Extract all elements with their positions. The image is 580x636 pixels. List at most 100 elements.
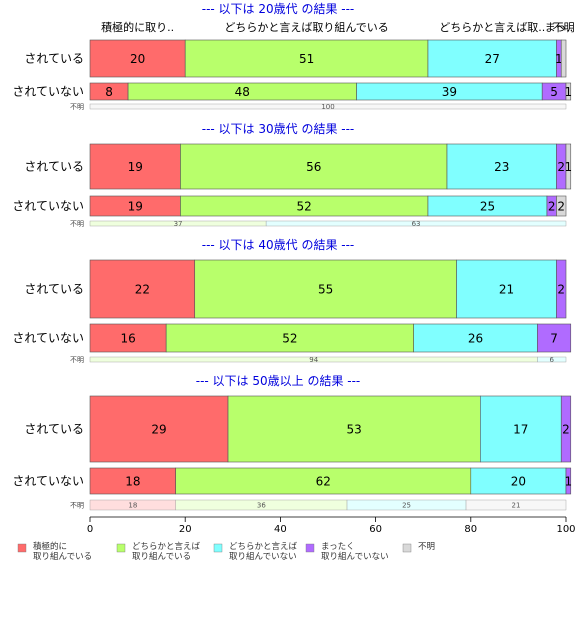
row-label-0-0: されている [24,52,84,66]
data-label-1-1-c2: 52 [297,200,312,214]
x-tick-label-1: 20 [179,524,192,535]
legend-text-c3-1: 取り組んでいない [229,551,297,562]
data-label-0-1-c4: 5 [550,85,558,99]
bar-segment-0-0-c3 [427,39,557,78]
x-tick-label-2: 40 [274,524,287,535]
data-label-0-1-c2: 48 [235,85,250,99]
row-label-0-1: されていない [12,85,84,99]
data-label-3-1-c2: 62 [316,475,331,489]
data-label-1-0-c5: 1 [565,160,573,174]
data-label-0-1-c3: 39 [442,85,457,99]
bar-segment-2-1-c4 [537,323,572,353]
bar-segment-2-1-c1 [89,323,167,353]
x-tick-label-0: 0 [87,524,93,535]
bar-segment-2-2-c3 [537,356,567,363]
header-label-c1: 積極的に取り.. [101,20,174,34]
data-label-2-1-c1: 16 [120,332,135,346]
data-label-3-2-c5: 21 [512,502,521,510]
data-label-1-1-c3: 25 [480,200,495,214]
data-label-3-0-c2: 53 [347,423,362,437]
bar-segment-1-2-c3 [265,220,567,227]
bar-segment-3-1-c1 [89,467,176,495]
legend-swatch-c3 [213,543,223,553]
row-label-3-1: されていない [12,474,84,488]
row-label-3-0: されている [24,422,84,436]
legend-text-c5-0: 不明 [418,542,435,552]
data-label-1-0-c4: 2 [557,160,565,174]
bar-segment-2-0-c1 [89,259,196,319]
data-label-3-0-c3: 17 [513,423,528,437]
data-label-2-0-c4: 2 [557,283,565,297]
data-label-0-1-c5: 1 [565,85,573,99]
data-label-0-0-c4: 1 [555,52,563,66]
header-label-c4: まっ.. [545,21,574,34]
bar-segment-2-0-c4 [556,259,567,319]
bar-segment-3-0-c4 [560,395,572,463]
legend-text-c3-0: どちらかと言えば [229,541,298,552]
legend-text-c1-0: 積極的に [33,541,67,552]
bar-segment-1-0-c1 [89,143,181,190]
legend-text-c2-0: どちらかと言えば [132,541,201,552]
bar-segment-1-0-c2 [180,143,448,190]
header-label-c3: どちらかと言えば取.. [439,21,545,34]
header-label-c2: どちらかと言えば取り組んでいる [224,21,388,34]
legend-swatch-c5 [402,543,412,553]
legend-text-c2-1: 取り組んでいる [132,551,191,562]
bar-segment-0-0-c5 [560,39,567,78]
bar-segment-3-1-c2 [175,467,472,495]
data-label-3-2-c1: 18 [128,502,137,510]
row-label-0-2: 不明 [70,103,84,111]
data-label-3-1-c3: 20 [511,475,526,489]
row-label-1-1: されていない [12,199,84,213]
data-label-2-0-c1: 22 [135,283,150,297]
bar-segment-1-1-c5 [556,195,567,217]
data-label-2-2-c3: 6 [549,356,554,364]
bar-segment-3-1-c3 [470,467,567,495]
data-label-0-0-c3: 27 [485,52,500,66]
header-label-c5: 不明 [553,21,575,34]
data-label-2-0-c3: 21 [499,283,514,297]
x-tick-label-3: 60 [369,524,382,535]
bar-segment-2-1-c3 [413,323,538,353]
x-tick-label-5: 100 [556,524,575,535]
data-label-2-1-c3: 26 [468,332,483,346]
row-label-2-0: されている [24,282,84,296]
data-label-0-1-c1: 8 [105,85,113,99]
bar-segment-3-2-c5 [465,499,567,511]
bar-segment-0-0-c2 [184,39,429,78]
legend-swatch-c1 [17,543,27,553]
bar-segment-0-1-c5 [565,82,572,101]
x-tick-label-4: 80 [464,524,477,535]
data-label-3-2-c3: 25 [402,502,411,510]
data-label-0-0-c2: 51 [299,52,314,66]
data-label-0-0-c1: 20 [130,52,145,66]
row-label-2-1: されていない [12,331,84,345]
bar-segment-0-0-c1 [89,39,186,78]
data-label-3-0-c1: 29 [151,423,166,437]
legend-text-c4-0: まったく [321,542,355,552]
data-label-2-0-c2: 55 [318,283,333,297]
data-label-3-0-c4: 2 [562,423,570,437]
data-label-2-1-c2: 52 [282,332,297,346]
bar-segment-1-0-c5 [565,143,572,190]
row-label-2-2: 不明 [70,356,84,364]
data-label-1-0-c3: 23 [494,160,509,174]
legend-text-c4-1: 取り組んでいない [321,551,389,562]
data-label-3-1-c4: 1 [565,475,573,489]
panel-title-1: --- 以下は 30歳代 の結果 --- [202,122,355,136]
row-label-3-2: 不明 [70,502,84,510]
bar-segment-2-0-c2 [194,259,457,319]
legend-swatch-c4 [305,543,315,553]
legend-text-c1-1: 取り組んでいる [33,551,92,562]
data-label-3-2-c2: 36 [257,502,266,510]
panel-title-3: --- 以下は 50歳以上 の結果 --- [196,374,361,388]
data-label-1-2-c3: 63 [412,220,421,228]
bar-segment-0-2-c5 [89,103,567,110]
bar-segment-3-1-c4 [565,467,572,495]
bar-segment-2-1-c2 [165,323,414,353]
bar-segment-2-0-c3 [456,259,557,319]
data-label-2-2-c2: 94 [309,356,318,364]
data-label-1-1-c1: 19 [128,200,143,214]
panel-title-0: --- 以下は 20歳代 の結果 --- [202,2,355,16]
data-label-2-1-c4: 7 [550,332,558,346]
